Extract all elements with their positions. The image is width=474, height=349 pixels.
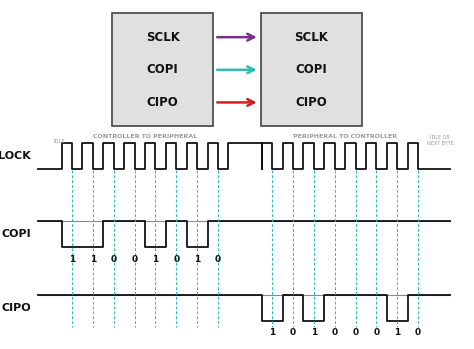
Text: 0: 0 [353,328,358,337]
Text: 0: 0 [290,328,296,337]
Text: IDLE OR
NEXT BYTE: IDLE OR NEXT BYTE [427,135,454,146]
Text: CIPO: CIPO [147,96,179,109]
Text: 0: 0 [374,328,379,337]
Text: COPI: COPI [147,63,179,76]
Text: PERIPHERAL TO CONTROLLER: PERIPHERAL TO CONTROLLER [293,134,397,140]
Text: SCLK: SCLK [294,31,328,44]
Text: COPI: COPI [295,63,327,76]
Text: COPI: COPI [1,229,31,239]
Text: CIPO: CIPO [295,96,327,109]
Text: 0: 0 [173,255,179,264]
Text: SCLK: SCLK [146,31,180,44]
Text: CIPO: CIPO [1,303,31,313]
Text: CLOCK: CLOCK [0,151,31,162]
Text: CONTROLLER TO PERIPHERAL: CONTROLLER TO PERIPHERAL [93,134,197,140]
Text: 1: 1 [269,328,275,337]
Text: 1: 1 [310,328,317,337]
Text: 1: 1 [394,328,401,337]
Text: 1: 1 [69,255,75,264]
Text: 1: 1 [194,255,201,264]
FancyBboxPatch shape [261,14,362,126]
Text: 0: 0 [215,255,221,264]
Text: 0: 0 [111,255,117,264]
Text: IDLE: IDLE [54,139,65,144]
FancyBboxPatch shape [112,14,213,126]
Text: 0: 0 [415,328,421,337]
Text: 1: 1 [90,255,96,264]
Text: 0: 0 [332,328,337,337]
Text: 1: 1 [152,255,159,264]
Text: 0: 0 [132,255,137,264]
